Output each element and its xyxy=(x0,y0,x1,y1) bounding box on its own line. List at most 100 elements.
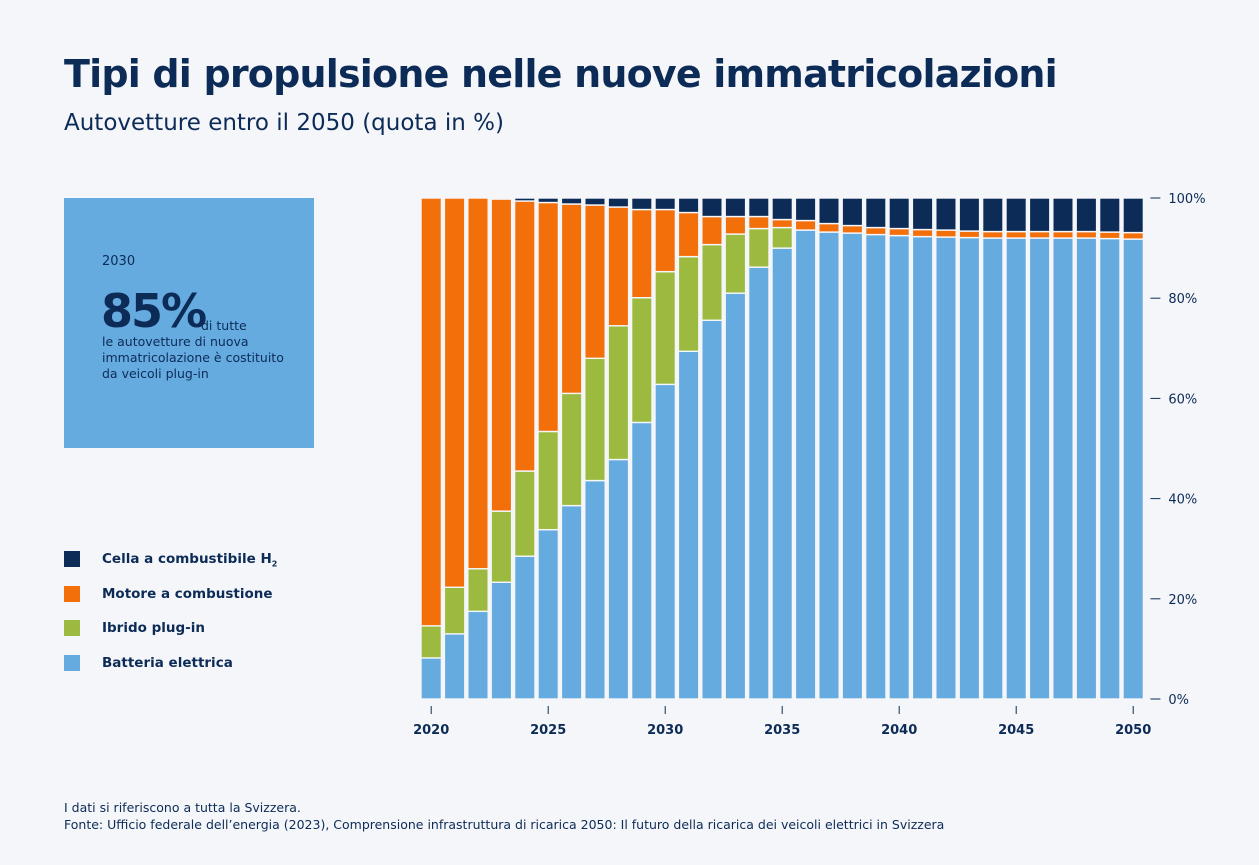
bar-segment-2048-s3 xyxy=(1075,197,1098,233)
x-tick-label-2035: 2035 xyxy=(764,723,800,738)
bar-segment-2032-s2 xyxy=(701,215,723,246)
bar-segment-2020-s1 xyxy=(420,625,443,659)
bar-segment-2025-s0 xyxy=(537,528,560,700)
x-tick-label-2050: 2050 xyxy=(1115,723,1151,738)
y-tick-label-80: 80% xyxy=(1168,292,1197,307)
y-tick-label-60: 60% xyxy=(1168,392,1197,407)
bar-segment-2036-s0 xyxy=(794,229,817,700)
bar-segment-2041-s2 xyxy=(911,228,934,238)
legend-label-subscript: 2 xyxy=(271,559,278,569)
bar-segment-2026-s1 xyxy=(560,392,583,507)
bar-segment-2031-s0 xyxy=(677,350,700,700)
bar-segment-2040-s3 xyxy=(888,197,911,230)
bar-segment-2021-s0 xyxy=(443,633,466,700)
bar-segment-2022-s1 xyxy=(467,568,489,613)
chart-title: Tipi di propulsione nelle nuove immatric… xyxy=(64,52,1058,96)
kpi-callout: 2030 85% di tutte le autovetture di nuov… xyxy=(64,198,314,448)
bar-segment-2028-s0 xyxy=(607,458,630,700)
bar-segment-2042-s2 xyxy=(935,229,957,238)
bar-segment-2048-s2 xyxy=(1075,230,1098,239)
bar-segment-2044-s0 xyxy=(981,237,1004,700)
bar-segment-2035-s1 xyxy=(771,226,794,249)
bar-segment-2028-s2 xyxy=(607,206,630,327)
bar-segment-2035-s0 xyxy=(771,247,794,700)
bar-segment-2034-s2 xyxy=(747,215,770,230)
bar-segment-2034-s0 xyxy=(747,266,770,700)
kpi-text-a: di tutte xyxy=(201,318,247,333)
bar-segment-2039-s0 xyxy=(864,233,887,700)
bar-segment-2045-s2 xyxy=(1005,230,1028,239)
bar-segment-2045-s0 xyxy=(1005,237,1028,700)
source-note: Fonte: Ufficio federale dell’energia (20… xyxy=(64,817,945,832)
bar-segment-2031-s1 xyxy=(677,255,700,353)
legend-swatch-fuel-cell xyxy=(64,551,80,567)
bar-segment-2023-s3 xyxy=(490,197,513,200)
bar-segment-2047-s3 xyxy=(1052,197,1074,233)
bar-segment-2044-s2 xyxy=(981,230,1004,239)
bar-segment-2047-s2 xyxy=(1052,230,1074,239)
bar-segment-2049-s2 xyxy=(1098,231,1121,240)
bar-segment-2037-s3 xyxy=(818,197,840,225)
bar-segment-2029-s0 xyxy=(630,421,653,700)
bar-segment-2027-s0 xyxy=(584,479,606,700)
bar-segment-2030-s3 xyxy=(654,197,677,211)
bar-segment-2029-s3 xyxy=(630,197,653,211)
bar-segment-2033-s1 xyxy=(724,233,747,294)
bar-segment-2027-s2 xyxy=(584,204,606,360)
bar-segment-2030-s0 xyxy=(654,383,677,700)
bar-segment-2030-s2 xyxy=(654,208,677,273)
legend-swatch-plugin-hybrid xyxy=(64,620,80,636)
bar-segment-2021-s1 xyxy=(443,586,466,635)
x-tick-label-2040: 2040 xyxy=(881,723,917,738)
y-tick-label-40: 40% xyxy=(1168,493,1197,508)
bar-segment-2022-s0 xyxy=(467,610,489,700)
bar-segment-2043-s3 xyxy=(958,197,981,232)
bar-segment-2044-s3 xyxy=(981,197,1004,233)
bar-segment-2041-s3 xyxy=(911,197,934,231)
bar-segment-2038-s2 xyxy=(841,224,864,234)
legend-label-combustion: Motore a combustione xyxy=(102,585,273,602)
bar-segment-2024-s0 xyxy=(513,555,536,700)
bar-segment-2050-s3 xyxy=(1122,197,1145,234)
bar-segment-2026-s2 xyxy=(560,203,583,395)
legend-label-fuel-cell: Cella a combustibile H xyxy=(102,551,272,567)
bar-segment-2046-s2 xyxy=(1028,230,1051,239)
y-tick-label-20: 20% xyxy=(1168,593,1197,608)
bar-segment-2042-s0 xyxy=(935,236,957,700)
bar-segment-2035-s2 xyxy=(771,218,794,229)
y-tick-label-100: 100% xyxy=(1168,192,1205,207)
bar-segment-2050-s0 xyxy=(1122,238,1145,700)
bar-segment-2025-s2 xyxy=(537,201,560,433)
bar-segment-2039-s2 xyxy=(864,226,887,236)
bar-segment-2038-s3 xyxy=(841,197,864,227)
bar-segment-2040-s2 xyxy=(888,227,911,237)
bar-segment-2042-s3 xyxy=(935,197,957,231)
x-tick-label-2030: 2030 xyxy=(647,723,683,738)
bar-segment-2036-s2 xyxy=(794,219,817,231)
bar-segment-2023-s0 xyxy=(490,581,513,700)
bar-segment-2043-s0 xyxy=(958,236,981,700)
bar-segment-2039-s3 xyxy=(864,197,887,229)
x-tick-label-2045: 2045 xyxy=(998,723,1034,738)
bar-segment-2028-s1 xyxy=(607,325,630,461)
bar-segment-2034-s1 xyxy=(747,227,770,268)
bar-segment-2047-s0 xyxy=(1052,237,1074,700)
y-tick-label-0: 0% xyxy=(1168,693,1189,708)
bar-segment-2036-s3 xyxy=(794,197,817,222)
bar-segment-2035-s3 xyxy=(771,197,794,221)
bar-segment-2026-s0 xyxy=(560,504,583,700)
legend-label-plugin-hybrid: Ibrido plug-in xyxy=(102,620,206,636)
bar-segment-2041-s0 xyxy=(911,235,934,700)
bar-segment-2027-s1 xyxy=(584,357,606,482)
bar-segment-2030-s1 xyxy=(654,270,677,386)
bar-segment-2032-s1 xyxy=(701,243,723,321)
bar-segment-2048-s0 xyxy=(1075,237,1098,700)
bar-segment-2020-s0 xyxy=(420,657,443,700)
bar-segment-2029-s1 xyxy=(630,297,653,424)
bar-segment-2034-s3 xyxy=(747,197,770,218)
legend-label-battery-electric: Batteria elettrica xyxy=(102,654,233,671)
bar-segment-2033-s2 xyxy=(724,215,747,235)
bar-segment-2033-s3 xyxy=(724,197,747,218)
x-tick-label-2025: 2025 xyxy=(530,723,566,738)
